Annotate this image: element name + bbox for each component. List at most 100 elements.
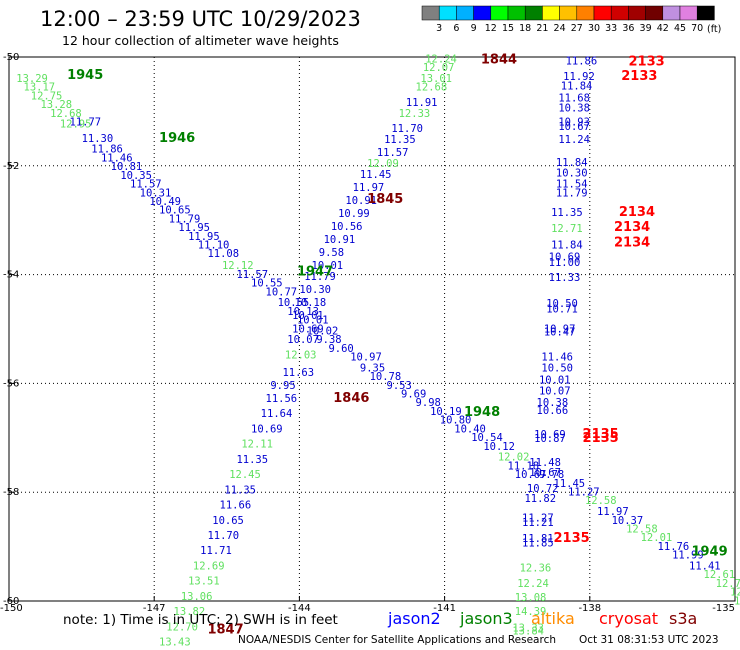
color-scale-swatch [473, 5, 492, 21]
y-tick-label: -52 [3, 161, 19, 172]
wave-height-label: 10.56 [331, 221, 363, 233]
wave-height-label: 10.78 [370, 371, 402, 383]
wave-height-label: 11.63 [282, 367, 314, 379]
wave-height-label: 10.50 [541, 362, 573, 374]
wave-height-label: 12.02 [498, 452, 530, 464]
color-scale-label: 39 [640, 23, 652, 34]
y-tick-label: -56 [3, 378, 19, 389]
wave-height-label: 11.86 [566, 56, 598, 68]
color-scale-swatch [421, 5, 440, 21]
wave-height-label: 12.75 [31, 90, 63, 102]
wave-height-label: 10.01 [312, 260, 344, 272]
y-tick-label: -50 [3, 52, 19, 63]
wave-height-label: 10.65 [212, 515, 244, 527]
wave-height-label: 10.02 [307, 325, 339, 337]
y-tick-label: -60 [3, 596, 19, 607]
wave-height-label: 11.81 [522, 533, 554, 545]
wave-height-label: 12.58 [585, 495, 617, 507]
color-scale-swatch [696, 5, 715, 21]
wave-height-label: 11.41 [689, 560, 721, 572]
wave-height-label: 10.40 [454, 423, 486, 435]
wave-height-label: 10.47 [544, 327, 576, 339]
wave-height-label: 13.01 [420, 73, 452, 85]
wave-height-label: 13.17 [24, 82, 56, 94]
wave-height-label: 12.01 [641, 532, 673, 544]
x-tick-label: -150 [0, 603, 23, 614]
pass-time-label: 1945 [67, 68, 103, 83]
wave-height-label: 12.24 [425, 53, 457, 65]
color-scale-swatch [645, 5, 664, 21]
wave-height-label: 11.18 [508, 460, 540, 472]
pass-time-label: 2135 [583, 427, 619, 442]
wave-height-label: 10.67 [529, 467, 561, 479]
wave-height-label: 10.99 [338, 208, 370, 220]
wave-height-label: 10.69 [292, 323, 324, 335]
wave-height-label: 13.84 [512, 626, 544, 638]
wave-height-label: 13.33 [512, 622, 544, 634]
wave-height-label: 10.49 [149, 196, 181, 208]
wave-height-label: 12.12 [222, 260, 254, 272]
wave-height-label: 9.78 [539, 469, 564, 481]
color-scale-swatch [679, 5, 698, 21]
wave-height-label: 10.67 [515, 469, 547, 481]
pass-time-label: 2133 [629, 55, 665, 70]
wave-height-label: 12.09 [367, 158, 399, 170]
color-scale-swatch [456, 5, 474, 21]
wave-height-label: 11.27 [522, 513, 554, 525]
color-scale-swatch [490, 5, 509, 21]
color-scale-label: 3 [436, 23, 442, 34]
color-scale-swatch [628, 5, 646, 21]
color-scale-label: 27 [571, 23, 583, 34]
wave-height-label: 11.76 [658, 541, 690, 553]
wave-height-label: 12.11 [241, 439, 273, 451]
wave-height-label: 10.01 [297, 315, 329, 327]
wave-height-label: 11.10 [198, 239, 230, 251]
wave-height-label: 11.56 [266, 393, 298, 405]
x-tick-label: -135 [712, 603, 735, 614]
wave-height-label: 10.69 [549, 251, 581, 263]
color-scale-swatch [542, 5, 560, 21]
wave-height-label: 10.01 [292, 310, 324, 322]
color-scale-swatch [507, 5, 526, 21]
wave-height-label: 11.79 [556, 187, 588, 199]
pass-time-label: 1846 [333, 391, 369, 406]
wave-height-label: 14.39 [515, 606, 547, 618]
wave-height-label: 10.77 [266, 286, 298, 298]
color-scale-label: 12 [485, 23, 497, 34]
footer-credit: NOAA/NESDIS Center for Satellite Applica… [238, 634, 556, 646]
wave-height-label: 11.35 [551, 207, 583, 219]
wave-height-label: 11.85 [522, 538, 554, 550]
pass-time-label: 1947 [297, 265, 333, 280]
wave-height-label: 12.76 [716, 578, 740, 590]
wave-height-label: 12.33 [399, 108, 431, 120]
wave-height-label: 12.95 [60, 119, 92, 131]
pass-time-label: 1949 [691, 544, 727, 559]
wave-height-label: 11.27 [568, 486, 600, 498]
wave-height-label: 11.35 [224, 484, 256, 496]
wave-height-label: 10.65 [159, 205, 191, 217]
pass-time-labels: 1945 1946 1947 1948 1949 1844 1845 1846 1847 2133… [67, 53, 728, 638]
wave-height-label: 11.82 [524, 493, 556, 505]
wave-height-label: 13.51 [188, 576, 220, 588]
y-axis-ticks: -50 -52 -54 -56 -58 -60 [3, 52, 19, 607]
wave-height-label: 13.3 [734, 595, 740, 607]
wave-height-label: 10.93 [558, 117, 590, 129]
color-scale-label: 30 [588, 23, 600, 34]
wave-height-label: 11.84 [561, 81, 593, 93]
wave-height-label: 11.21 [522, 517, 554, 529]
wave-height-label: 10.54 [471, 432, 503, 444]
wave-height-label: 13.43 [159, 637, 191, 649]
wave-height-label: 11.57 [377, 147, 409, 159]
pass-time-label: 2134 [614, 220, 650, 235]
wave-height-label: 11.79 [304, 271, 336, 283]
wave-height-label: 11.66 [220, 500, 252, 512]
color-scale-unit: (ft) [707, 24, 721, 35]
wave-height-label: 11.35 [236, 454, 268, 466]
color-scale-label: 21 [536, 23, 548, 34]
wave-height-label: 13.08 [515, 592, 547, 604]
wave-height-label: 11.92 [563, 71, 595, 83]
satellite-legend-jason2: jason2 [387, 609, 441, 628]
wave-height-label: 13.28 [40, 99, 72, 111]
wave-height-label: 11.48 [529, 457, 561, 469]
color-scale-label: 24 [554, 23, 566, 34]
